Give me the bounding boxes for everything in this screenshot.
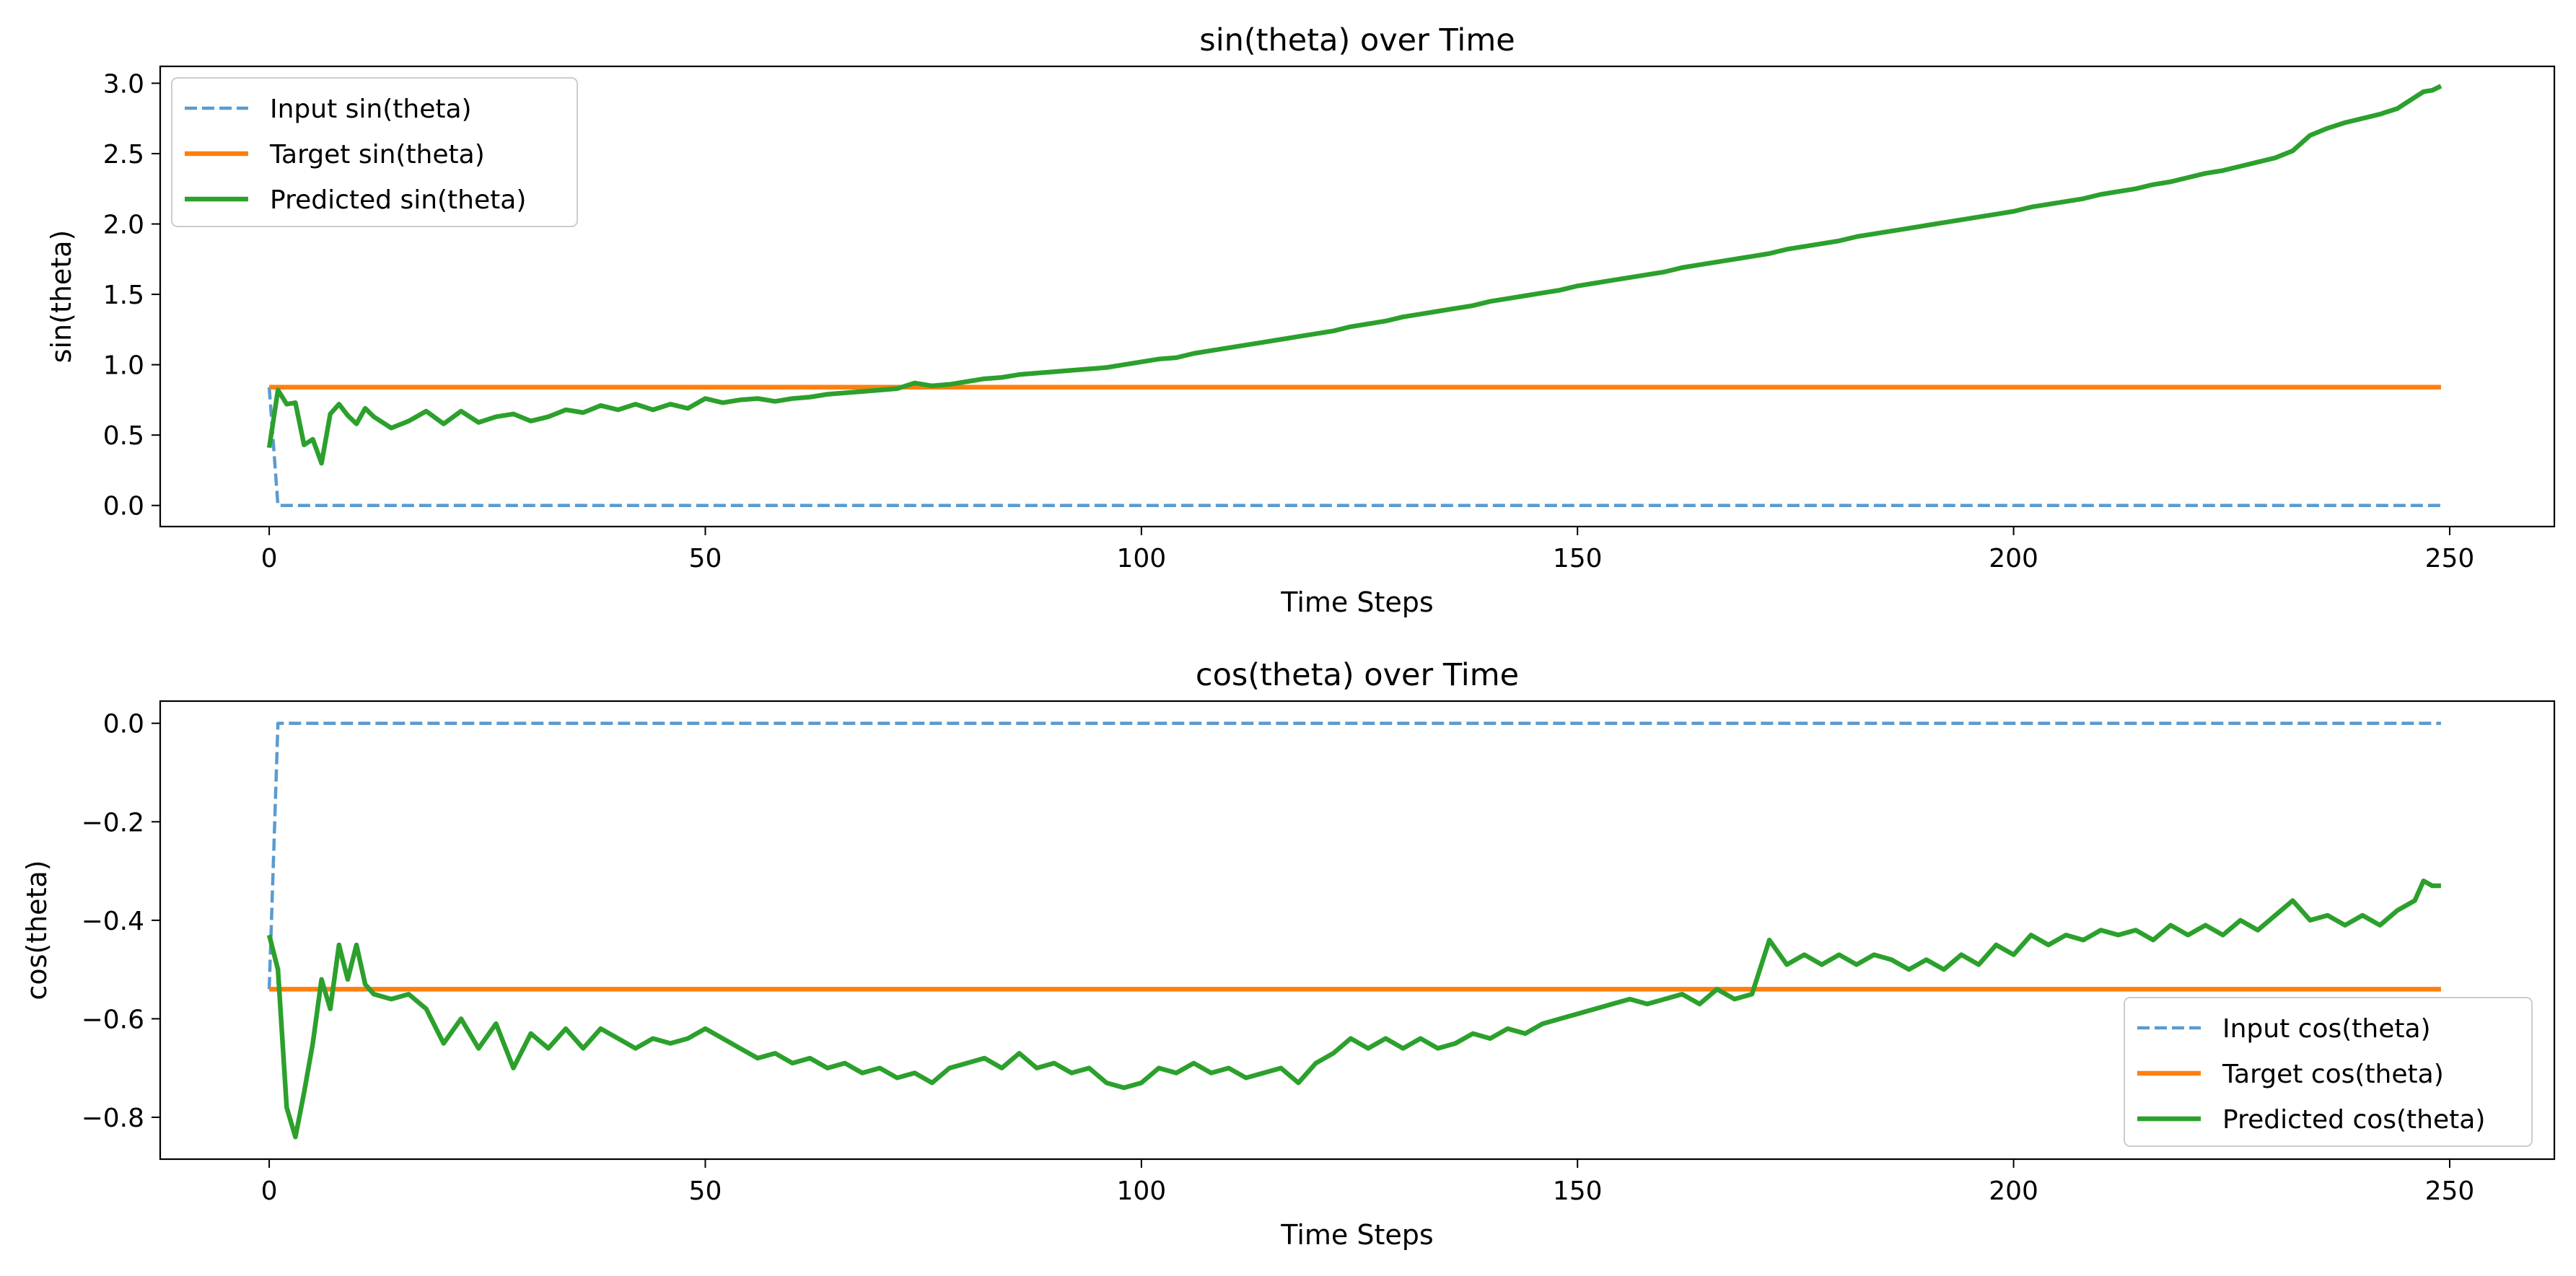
x-tick-label: 150 [1553, 544, 1603, 573]
y-tick-label: 1.5 [103, 281, 144, 310]
legend-entry-label: Predicted sin(theta) [270, 185, 526, 215]
series-group [266, 721, 2441, 1140]
chart-panel-1: sin(theta) over Time 0 50 100 150 200 250 0.0 0.… [45, 22, 2556, 618]
y-axis-label: cos(theta) [21, 860, 53, 1000]
axes-frame [159, 700, 2556, 1161]
chart-panel-2: cos(theta) over Time 0 50 100 150 200 250 0.0 −0… [21, 657, 2556, 1251]
y-tick-label: 3.0 [103, 69, 144, 99]
y-tick-label: −0.8 [82, 1104, 144, 1133]
y-tick-label: 0.5 [103, 421, 144, 451]
legend: Input sin(theta) Target sin(theta) Predict… [171, 77, 578, 227]
legend-entry-label: Predicted cos(theta) [2222, 1105, 2485, 1135]
y-tick-label: −0.2 [82, 808, 144, 837]
x-axis-label: Time Steps [1280, 586, 1433, 618]
x-tick-label: 0 [261, 544, 278, 573]
y-axis-label: sin(theta) [45, 230, 77, 364]
x-tick-label: 200 [1989, 1176, 2038, 1206]
y-tick-label: 1.0 [103, 351, 144, 381]
y-tick-label: 2.5 [103, 140, 144, 170]
legend-entry-label: Target sin(theta) [269, 140, 485, 170]
y-tick-label: 0.0 [103, 710, 144, 739]
legend-entry-label: Target cos(theta) [2222, 1060, 2444, 1089]
x-tick-label: 50 [689, 544, 722, 573]
legend: Input cos(theta) Target cos(theta) Predict… [2124, 997, 2533, 1147]
chart-title: sin(theta) over Time [1199, 22, 1515, 58]
x-tick-label: 250 [2425, 544, 2475, 573]
x-tick-label: 150 [1553, 1176, 1603, 1206]
series-line-predicted-cos-theta [266, 878, 2441, 1140]
x-tick-label: 250 [2425, 1176, 2475, 1206]
x-tick-label: 0 [261, 1176, 278, 1206]
legend-entry-label: Input sin(theta) [270, 94, 472, 124]
legend-box [2124, 997, 2533, 1147]
series-line-input-sin-theta [267, 387, 2441, 507]
x-tick-label: 50 [689, 1176, 722, 1206]
y-tick-label: 0.0 [103, 492, 144, 522]
y-tick-label: 2.0 [103, 211, 144, 240]
x-tick-label: 200 [1989, 544, 2038, 573]
legend-box [171, 77, 578, 227]
x-axis-label: Time Steps [1280, 1219, 1433, 1251]
x-tick-label: 100 [1116, 1176, 1166, 1206]
series-line-input-cos-theta [267, 721, 2441, 990]
axes-frame [159, 65, 2556, 528]
series-line-predicted-sin-theta [266, 84, 2443, 466]
x-tick-label: 100 [1116, 544, 1166, 573]
chart-title: cos(theta) over Time [1196, 657, 1519, 693]
legend-entry-label: Input cos(theta) [2222, 1014, 2431, 1044]
series-group [266, 84, 2443, 507]
y-tick-label: −0.6 [82, 1005, 144, 1034]
y-tick-label: −0.4 [82, 907, 144, 936]
